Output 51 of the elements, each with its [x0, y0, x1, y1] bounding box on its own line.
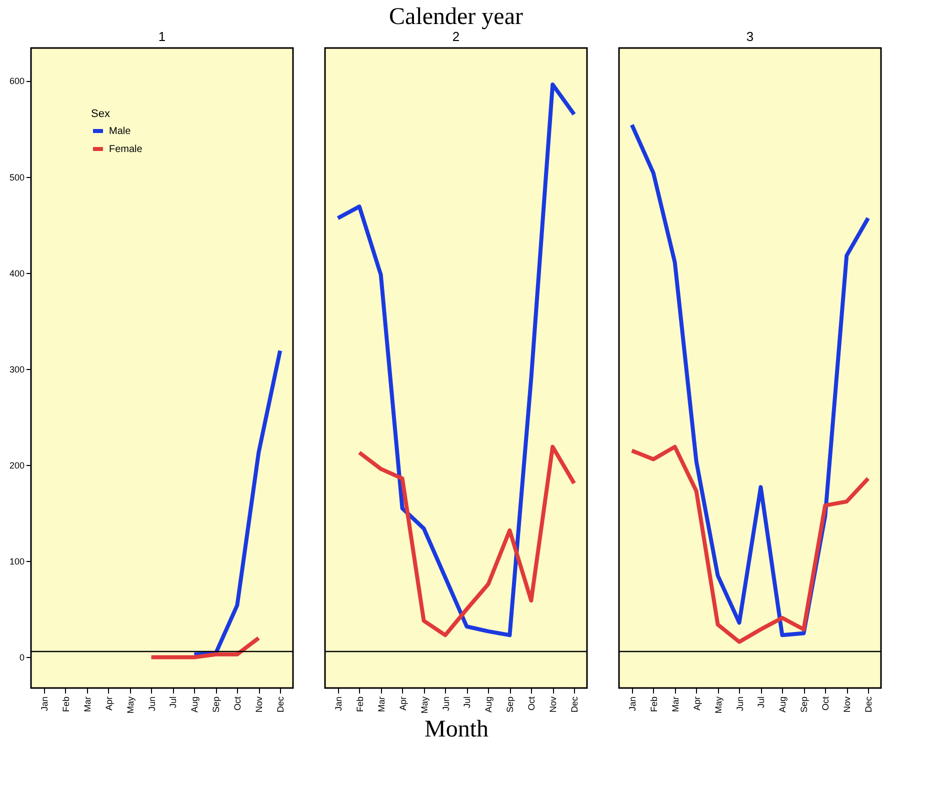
x-tick-label: Oct: [526, 696, 537, 711]
x-tick-label: Dec: [570, 696, 580, 713]
x-tick-label: Aug: [190, 696, 200, 713]
x-tick-label: Apr: [104, 696, 114, 711]
legend-label: Female: [109, 144, 143, 155]
x-tick-label: Jan: [333, 696, 344, 712]
x-tick-label: Nov: [548, 696, 558, 713]
x-tick-label: Feb: [60, 696, 71, 712]
legend-label: Male: [109, 126, 132, 137]
x-tick-label: Oct: [232, 696, 243, 711]
x-tick-label: Mar: [670, 696, 680, 712]
x-tick-label: Nov: [842, 696, 852, 713]
chart-subtitle: 3: [746, 29, 754, 44]
x-tick-label: Jun: [734, 696, 745, 712]
x-tick-label: May: [125, 696, 136, 714]
x-tick-label: Sep: [799, 696, 810, 713]
x-tick-label: Jul: [756, 696, 766, 708]
x-tick-label: Jun: [440, 696, 451, 712]
chart-subtitle: 2: [452, 29, 460, 44]
x-tick-label: Apr: [692, 696, 702, 711]
x-tick-label: Aug: [778, 696, 788, 713]
x-tick-label: Oct: [820, 696, 831, 711]
x-tick-label: Feb: [648, 696, 659, 712]
x-tick-label: Sep: [505, 696, 516, 713]
x-tick-label: Mar: [376, 696, 386, 712]
x-tick-label: Jun: [146, 696, 157, 712]
y-tick-label: 200: [9, 460, 24, 471]
x-tick-label: Sep: [211, 696, 222, 713]
x-axis-title: Month: [424, 716, 489, 742]
x-tick-label: Jul: [168, 696, 178, 708]
y-tick-label: 500: [9, 172, 24, 182]
x-tick-label: May: [713, 696, 724, 714]
y-tick-label: 600: [9, 76, 24, 86]
x-tick-label: Apr: [398, 696, 408, 711]
legend-title: Sex: [91, 108, 110, 120]
chart-subtitle: 1: [158, 29, 166, 44]
y-tick-label: 300: [9, 364, 24, 374]
x-tick-label: Jan: [627, 696, 638, 712]
x-tick-label: May: [419, 696, 430, 714]
x-tick-label: Dec: [864, 696, 874, 713]
x-tick-label: Feb: [354, 696, 365, 712]
x-tick-label: Mar: [82, 696, 92, 712]
y-tick-label: 0: [19, 652, 24, 663]
x-tick-label: Jul: [462, 696, 472, 708]
x-tick-label: Jan: [39, 696, 50, 712]
y-tick-label: 100: [9, 556, 24, 567]
y-tick-label: 400: [9, 268, 24, 278]
x-tick-label: Aug: [484, 696, 494, 713]
x-tick-label: Nov: [254, 696, 264, 713]
chart-title: Calender year: [389, 4, 523, 30]
x-tick-label: Dec: [276, 696, 286, 713]
